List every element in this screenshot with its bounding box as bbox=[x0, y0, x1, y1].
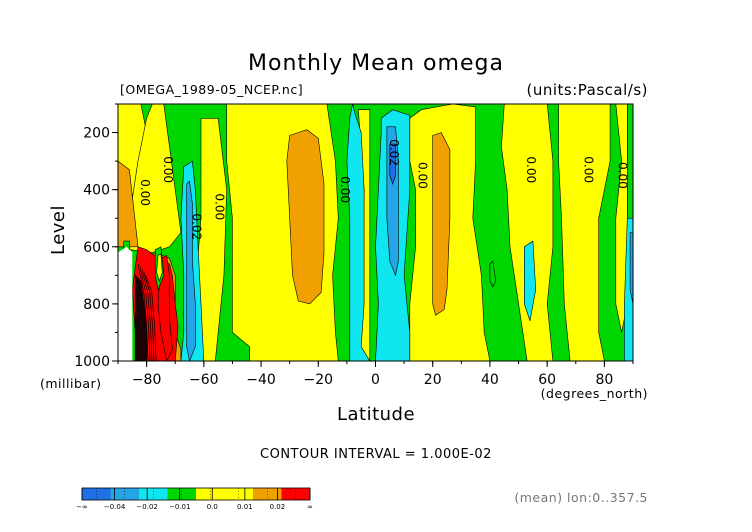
y-tick-label-2: 600 bbox=[83, 240, 110, 256]
plot-area: 0.00 0.00 0.02 0.00 0.00 0.02 0.00 0.00 0.00 0.00… bbox=[74, 103, 634, 388]
legend-label-1: −0.04 bbox=[104, 503, 126, 511]
x-tick-label-6: 40 bbox=[481, 372, 499, 388]
x-tick-label-1: −60 bbox=[189, 372, 219, 388]
legend-label-0: −∞ bbox=[76, 503, 88, 511]
x-tick-label-0: −80 bbox=[132, 372, 162, 388]
legend-label-2: −0.02 bbox=[136, 503, 157, 511]
color-legend: −∞ −0.04 −0.02 −0.01 0.0 0.01 0.02 ∞ bbox=[76, 487, 313, 511]
contour-region-7 bbox=[501, 104, 554, 361]
x-tick-label-8: 80 bbox=[595, 372, 613, 388]
contour-region-21 bbox=[389, 143, 396, 185]
chart-title: Monthly Mean omega bbox=[248, 51, 504, 76]
contour-region-12 bbox=[432, 132, 451, 316]
contour-label-2: 0.02 bbox=[189, 213, 203, 240]
y-tick-label-4: 1000 bbox=[74, 354, 110, 370]
y-tick-label-3: 800 bbox=[83, 297, 110, 313]
units-label: (units:Pascal/s) bbox=[527, 81, 649, 99]
x-tick-label-5: 20 bbox=[424, 372, 442, 388]
contour-region-3 bbox=[195, 118, 228, 361]
contour-region-15 bbox=[346, 104, 371, 361]
contour-label-4: 0.00 bbox=[338, 176, 352, 203]
legend-label-3: −0.01 bbox=[169, 503, 190, 511]
contour-interval-text: CONTOUR INTERVAL = 1.000E-02 bbox=[260, 447, 492, 462]
contour-region-28 bbox=[156, 253, 163, 282]
contour-region-8 bbox=[558, 104, 611, 361]
x-tick-label-7: 60 bbox=[538, 372, 556, 388]
contour-region-19 bbox=[186, 180, 196, 361]
contour-line-3 bbox=[143, 272, 155, 361]
contour-label-0: 0.00 bbox=[138, 179, 152, 206]
contour-line-4 bbox=[145, 275, 157, 361]
y-axis-label: Level bbox=[48, 205, 69, 255]
contour-line-2 bbox=[141, 269, 153, 361]
contour-region-24 bbox=[134, 274, 147, 361]
contour-region-6 bbox=[409, 104, 491, 361]
contour-region-29 bbox=[489, 260, 497, 288]
contour-label-7: 0.00 bbox=[524, 156, 538, 183]
x-units-label: (degrees_north) bbox=[541, 386, 648, 401]
x-tick-label-2: −40 bbox=[246, 372, 276, 388]
contour-region-25 bbox=[157, 254, 173, 361]
x-tick-label-4: 0 bbox=[371, 372, 380, 388]
y-tick-label-1: 400 bbox=[83, 183, 110, 199]
contour-label-9: 0.00 bbox=[616, 162, 630, 189]
missing-data-mask bbox=[118, 246, 133, 361]
y-units-label: (millibar) bbox=[40, 376, 102, 391]
contour-region-17 bbox=[523, 240, 537, 322]
contour-label-1: 0.00 bbox=[161, 156, 175, 183]
contour-line-0 bbox=[137, 263, 149, 361]
x-tick-label-3: −20 bbox=[304, 372, 334, 388]
contour-label-5: 0.02 bbox=[387, 139, 401, 166]
legend-label-6: 0.02 bbox=[270, 503, 286, 511]
legend-label-4: 0.0 bbox=[207, 503, 218, 511]
y-tick-label-0: 200 bbox=[83, 126, 110, 142]
contour-label-8: 0.00 bbox=[581, 156, 595, 183]
contour-line-1 bbox=[139, 266, 151, 361]
contour-region-9 bbox=[615, 104, 628, 333]
file-label: [OMEGA_1989-05_NCEP.nc] bbox=[120, 82, 303, 97]
contour-label-3: 0.00 bbox=[212, 193, 226, 220]
legend-label-5: 0.01 bbox=[237, 503, 253, 511]
legend-label-7: ∞ bbox=[307, 503, 313, 511]
x-axis-label: Latitude bbox=[337, 404, 415, 425]
contour-region-11 bbox=[286, 129, 325, 305]
mean-subtitle: (mean) lon:0..357.5 bbox=[514, 490, 648, 505]
contour-region-22 bbox=[629, 232, 633, 304]
contour-label-6: 0.00 bbox=[415, 162, 429, 189]
